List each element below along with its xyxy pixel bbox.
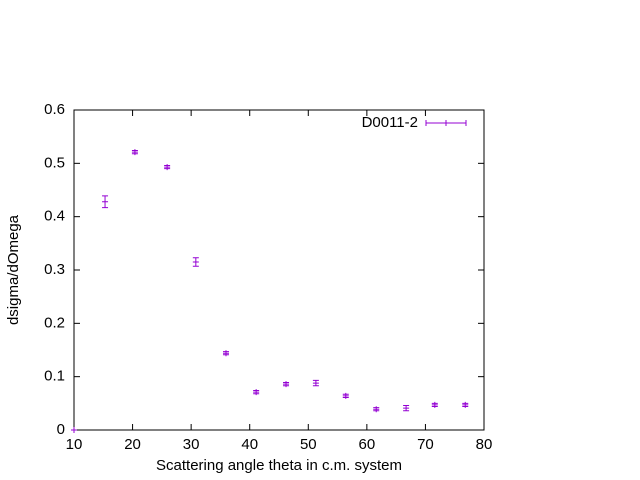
x-tick-label: 70 xyxy=(417,436,434,453)
y-tick-label: 0 xyxy=(57,421,65,438)
data-point xyxy=(373,406,380,413)
data-point xyxy=(71,427,77,433)
data-point xyxy=(283,381,290,388)
x-tick-label: 40 xyxy=(241,436,258,453)
data-point xyxy=(431,401,438,408)
x-tick-label: 20 xyxy=(124,436,141,453)
data-point xyxy=(222,350,229,357)
x-tick-label: 80 xyxy=(476,436,493,453)
data-point xyxy=(102,195,109,209)
x-axis-label: Scattering angle theta in c.m. system xyxy=(156,457,402,474)
y-tick-label: 0.2 xyxy=(44,314,65,331)
legend-sample xyxy=(425,120,467,126)
x-tick-label: 60 xyxy=(359,436,376,453)
data-point xyxy=(192,257,199,267)
y-tick-label: 0.1 xyxy=(44,368,65,385)
x-tick-label: 50 xyxy=(300,436,317,453)
plot-frame xyxy=(73,109,485,431)
y-tick-label: 0.6 xyxy=(44,101,65,118)
x-tick-label: 10 xyxy=(66,436,83,453)
data-point xyxy=(342,392,349,399)
data-point xyxy=(253,389,260,396)
data-point xyxy=(312,379,319,387)
y-axis-label: dsigma/dOmega xyxy=(5,214,22,325)
legend-label: D0011-2 xyxy=(362,114,418,131)
y-tick-label: 0.3 xyxy=(44,261,65,278)
y-tick-label: 0.5 xyxy=(44,154,65,171)
data-point xyxy=(131,149,138,156)
x-tick-label: 30 xyxy=(183,436,200,453)
data-point xyxy=(164,164,171,171)
data-point xyxy=(403,404,410,412)
data-point xyxy=(462,401,469,408)
y-tick-label: 0.4 xyxy=(44,208,65,225)
